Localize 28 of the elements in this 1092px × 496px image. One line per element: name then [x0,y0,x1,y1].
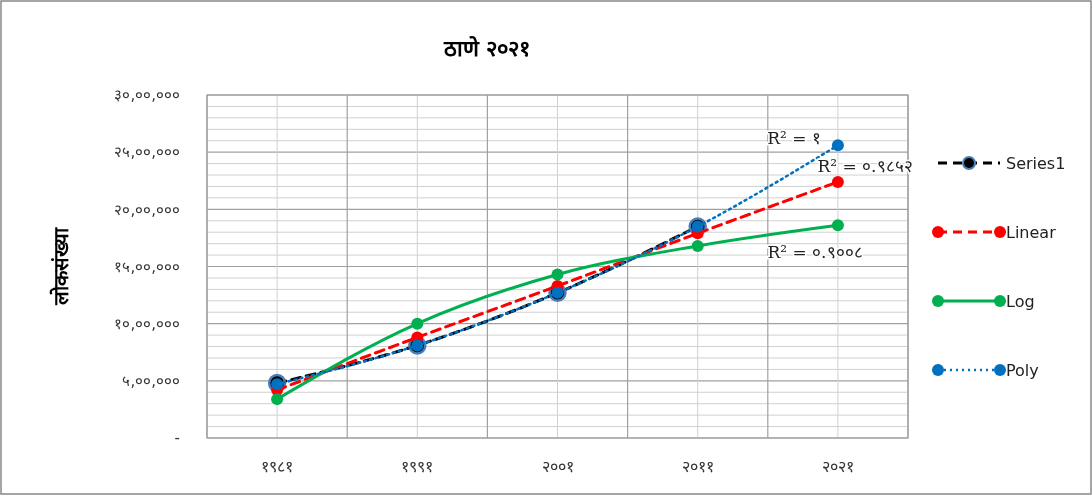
annotation: R² = ०.९८५२ [817,155,913,176]
y-tick-label: - [174,429,180,448]
point [691,239,704,252]
y-tick-label: ३०,००,००० [114,86,180,105]
y-tick-label: २०,००,००० [114,200,180,219]
legend-label: Log [1006,292,1035,311]
y-tick-label: २५,००,००० [114,143,180,162]
x-tick-label: २०२१ [821,457,854,476]
annotation: R² = ०.९००८ [767,241,863,262]
x-tick-label: २०११ [681,457,714,476]
point [831,139,844,152]
point [411,317,424,330]
point [831,175,844,188]
legend-label: Poly [1006,361,1039,380]
y-tick-label: ५,००,००० [122,372,180,391]
y-tick-label: १०,००,००० [114,314,180,333]
chart-title: ठाणे २०२१ [442,35,531,61]
y-tick-label: १५,००,००० [114,257,180,276]
point [551,268,564,281]
point [271,393,284,406]
x-tick-label: १९८१ [261,457,294,476]
legend-label: Series1 [1006,154,1066,173]
legend-label: Linear [1006,223,1057,242]
x-tick-label: १९९१ [401,457,434,476]
y-axis-title: लोकसंख्या [49,227,73,306]
point [831,219,844,232]
annotation: R² = १ [767,127,821,148]
x-tick-label: २००१ [541,457,574,476]
